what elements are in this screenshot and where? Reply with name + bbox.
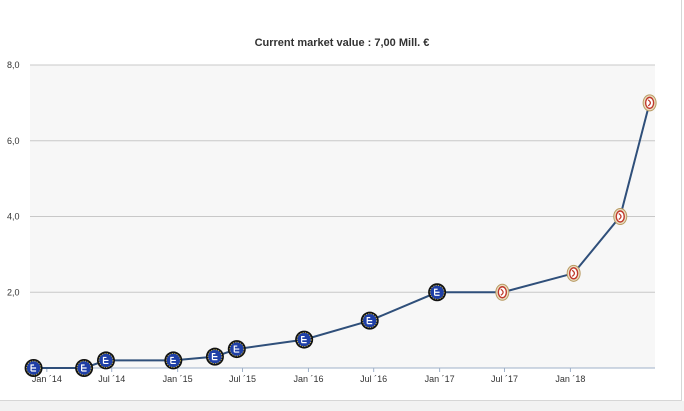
- grid-lines: [30, 64, 655, 369]
- y-tick-label: 6,0: [7, 136, 20, 146]
- data-points: [24, 94, 657, 377]
- red-club-crest-marker[interactable]: [642, 94, 657, 112]
- red-club-crest-marker[interactable]: [495, 283, 510, 301]
- blue-club-crest-marker[interactable]: [205, 347, 224, 366]
- bottom-strip: [0, 401, 684, 411]
- y-tick-label: 2,0: [7, 287, 20, 297]
- x-tick-label: Jan ´15: [163, 374, 193, 384]
- blue-club-crest-marker[interactable]: [295, 330, 314, 349]
- x-tick-label: Jan ´16: [293, 374, 323, 384]
- y-tick-label: 8,0: [7, 60, 20, 70]
- blue-club-crest-marker[interactable]: [96, 351, 115, 370]
- chart-frame: [0, 0, 682, 401]
- red-club-crest-marker[interactable]: [566, 264, 581, 282]
- red-club-crest-marker[interactable]: [613, 208, 628, 225]
- x-tick-label: Jul ´14: [98, 374, 125, 384]
- blue-club-crest-marker[interactable]: [75, 359, 94, 377]
- x-tick-label: Jul ´15: [229, 374, 256, 384]
- blue-club-crest-marker[interactable]: [360, 311, 379, 330]
- x-axis-ticks: Jan ´14 Jul ´14 Jan ´15 Jul ´15 Jan ´16 Jul ´…: [32, 368, 585, 384]
- y-tick-label: 4,0: [7, 212, 20, 222]
- blue-club-crest-marker[interactable]: [24, 359, 43, 377]
- x-tick-label: Jan ´18: [555, 374, 585, 384]
- blue-club-crest-marker[interactable]: [164, 351, 183, 370]
- x-tick-label: Jul ´16: [360, 374, 387, 384]
- x-tick-label: Jan ´14: [32, 374, 62, 384]
- y-axis-ticks: 2,0 4,0 6,0 8,0: [7, 60, 20, 297]
- x-tick-label: Jan ´17: [425, 374, 455, 384]
- blue-club-crest-marker[interactable]: [227, 340, 246, 359]
- blue-club-crest-marker[interactable]: [428, 283, 447, 302]
- chart-title: Current market value : 7,00 Mill. €: [254, 37, 430, 49]
- x-tick-label: Jul ´17: [491, 374, 518, 384]
